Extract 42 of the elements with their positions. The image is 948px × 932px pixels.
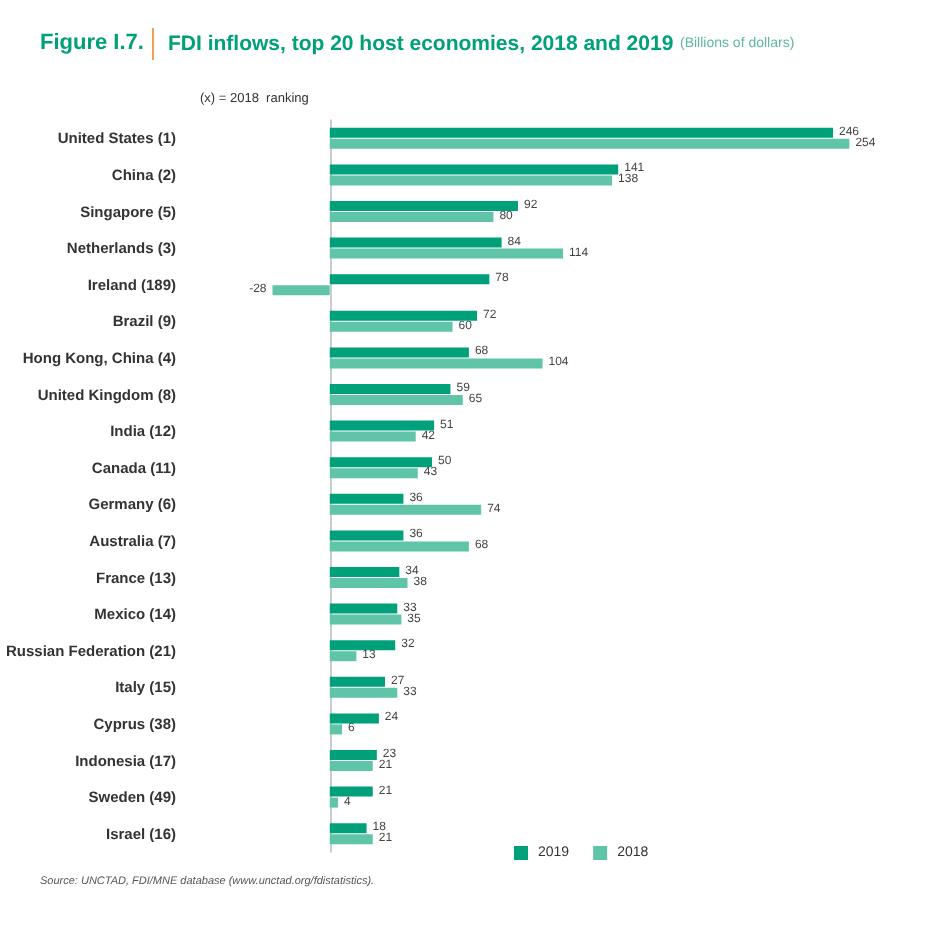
bar [329,138,850,149]
bar [329,676,385,687]
bar [329,786,373,797]
bar [329,713,379,724]
bar [329,248,563,259]
bar [329,201,518,211]
bar [272,285,330,296]
bar [329,457,433,468]
bar [329,614,402,625]
bar [329,347,469,358]
chart-title: FDI inflows, top 20 host economies, 2018 and 2019 [168,32,674,56]
bar [329,687,398,698]
bar [329,321,453,332]
bar [329,567,400,577]
bar [329,431,416,442]
bar [329,603,398,614]
bar [329,750,377,760]
bar [329,761,373,771]
bar [329,834,373,845]
bar [329,493,404,504]
bar [329,468,418,479]
text: Figure I.7. [40,31,144,55]
bar [329,724,343,735]
bar [329,420,435,431]
bar [329,823,367,834]
bar [329,797,338,808]
bar [329,164,619,175]
bar [329,530,404,541]
bar [329,504,482,515]
bar [329,358,543,369]
bar [329,541,469,552]
bar [329,175,613,186]
bar [329,395,463,405]
bar [329,274,490,285]
bar [329,384,451,394]
bar [329,310,478,321]
bar [329,640,396,651]
bar [329,237,502,248]
bar [329,651,357,662]
bar [329,127,834,138]
bar [329,212,494,222]
bar [329,578,408,588]
